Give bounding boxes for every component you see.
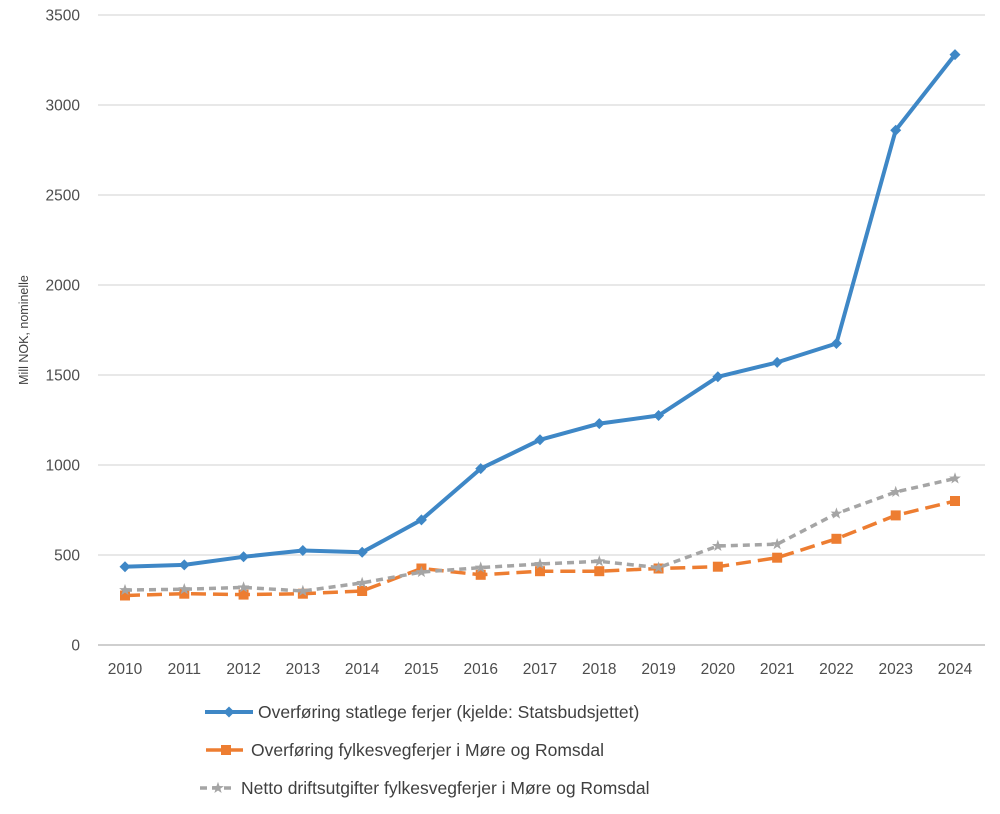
svg-text:3000: 3000 (46, 98, 81, 115)
svg-text:2012: 2012 (226, 661, 260, 678)
svg-text:2024: 2024 (938, 661, 973, 678)
legend-square-line-icon (206, 745, 246, 755)
svg-text:0: 0 (71, 638, 80, 655)
legend-diamond-line-icon (205, 706, 253, 718)
svg-text:2011: 2011 (168, 661, 201, 678)
line-chart-plot: 0 500 1000 1500 2000 2500 3000 3500 2010 2011 2012… (17, 8, 985, 678)
legend-item-overforing-fylkesveg: Overføring fylkesvegferjer i Møre og Rom… (199, 739, 649, 761)
legend-item-netto-driftsutgifter: Netto driftsutgifter fylkesvegferjer i M… (199, 777, 649, 799)
svg-text:2022: 2022 (819, 661, 853, 678)
chart-legend: Overføring statlege ferjer (kjelde: Stat… (199, 701, 649, 814)
svg-text:500: 500 (54, 548, 80, 565)
svg-text:2020: 2020 (701, 661, 736, 678)
legend-label-overforing-statlege: Overføring statlege ferjer (kjelde: Stat… (258, 701, 640, 722)
svg-text:2000: 2000 (46, 278, 81, 295)
legend-label-overforing-fylkesveg: Overføring fylkesvegferjer i Møre og Rom… (251, 739, 605, 760)
svg-text:2017: 2017 (523, 661, 557, 678)
legend-star-line-icon (200, 781, 236, 794)
legend-label-netto-driftsutgifter: Netto driftsutgifter fylkesvegferjer i M… (241, 777, 650, 798)
svg-text:1000: 1000 (46, 458, 81, 475)
svg-text:2018: 2018 (582, 661, 616, 678)
svg-text:2016: 2016 (463, 661, 497, 678)
svg-text:2021: 2021 (760, 661, 794, 678)
svg-text:2013: 2013 (286, 661, 320, 678)
svg-text:2019: 2019 (641, 661, 675, 678)
svg-text:2014: 2014 (345, 661, 380, 678)
legend-item-overforing-statlege: Overføring statlege ferjer (kjelde: Stat… (199, 701, 649, 723)
svg-text:Mill NOK, nominelle: Mill NOK, nominelle (17, 275, 31, 385)
svg-text:2015: 2015 (404, 661, 438, 678)
svg-text:2010: 2010 (108, 661, 143, 678)
svg-text:3500: 3500 (46, 8, 81, 25)
svg-text:1500: 1500 (46, 368, 81, 385)
svg-text:2023: 2023 (878, 661, 912, 678)
svg-text:2500: 2500 (46, 188, 81, 205)
